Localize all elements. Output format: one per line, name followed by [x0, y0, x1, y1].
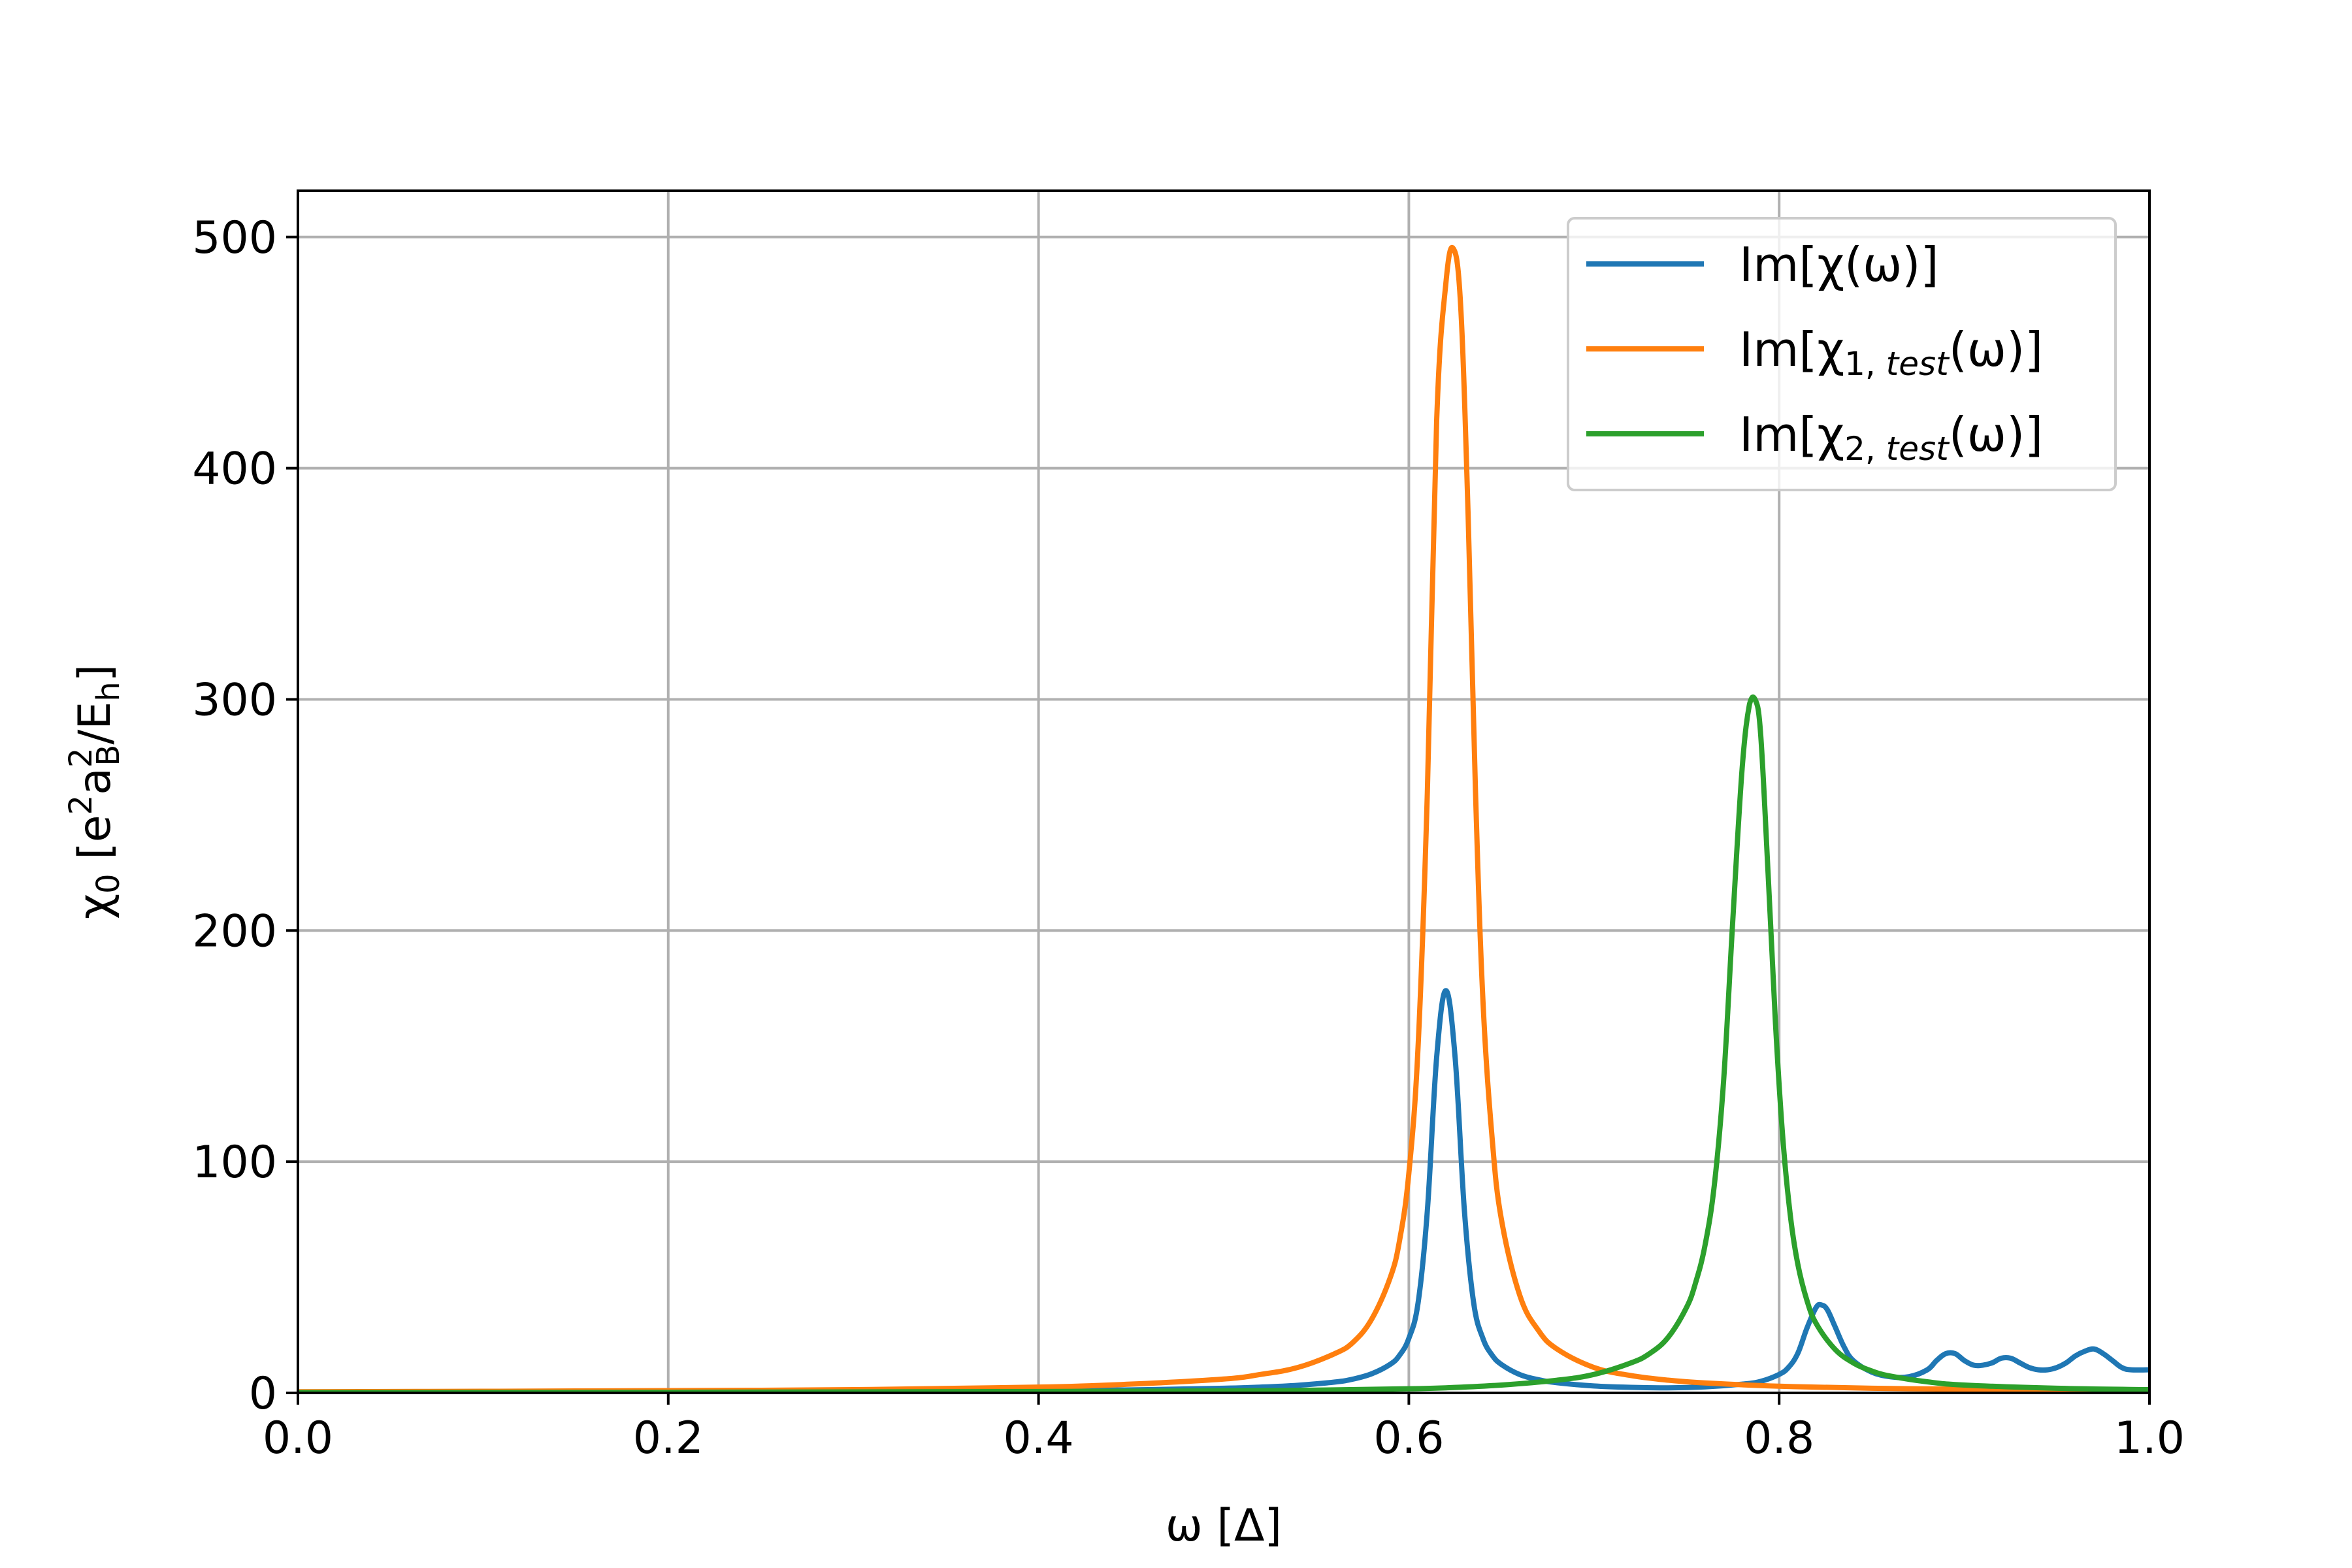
x-tick-label: 0.6	[1373, 1413, 1444, 1464]
y-tick-label: 300	[192, 674, 277, 726]
y-tick-label: 400	[192, 444, 277, 495]
series-lines	[298, 245, 2149, 1393]
x-axis: 0.0 0.2 0.4 0.6 0.8 1.0	[263, 1393, 2185, 1464]
legend: Im[χ(ω)] Im[χ1, test(ω)] Im[χ2, test(ω)]	[1567, 217, 2117, 491]
y-axis: 0 100 200 300 400 500	[192, 212, 298, 1420]
y-tick-label: 200	[192, 906, 277, 957]
y-tick-label: 100	[192, 1137, 277, 1188]
x-axis-label: ω [Δ]	[1166, 1500, 1282, 1552]
x-tick-label: 1.0	[2114, 1413, 2185, 1464]
legend-label-im-chi: Im[χ(ω)]	[1739, 237, 1939, 292]
series-line-im-chi1-test	[298, 245, 2149, 1393]
x-tick-label: 0.2	[633, 1413, 704, 1464]
series-line-im-chi2-test	[298, 694, 2149, 1393]
y-tick-label: 0	[249, 1368, 277, 1420]
x-tick-label: 0.0	[263, 1413, 333, 1464]
plot-frame	[297, 189, 2151, 1394]
y-tick-label: 500	[192, 212, 277, 264]
x-tick-label: 0.8	[1744, 1413, 1814, 1464]
x-tick-label: 0.4	[1004, 1413, 1074, 1464]
legend-box	[1567, 217, 2117, 491]
series-line-im-chi	[298, 988, 2149, 1393]
